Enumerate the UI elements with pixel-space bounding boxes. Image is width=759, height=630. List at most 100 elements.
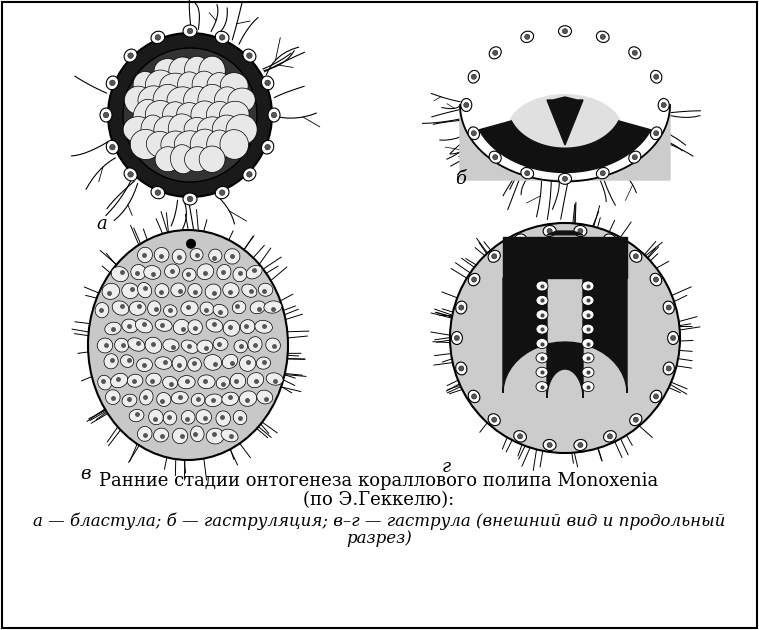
Ellipse shape (182, 268, 196, 281)
Ellipse shape (582, 295, 594, 306)
Ellipse shape (181, 340, 198, 353)
Ellipse shape (148, 301, 161, 316)
Ellipse shape (200, 302, 214, 315)
Ellipse shape (261, 76, 274, 89)
Ellipse shape (154, 59, 181, 83)
Circle shape (471, 130, 477, 136)
Circle shape (492, 417, 497, 422)
Circle shape (265, 80, 270, 86)
Ellipse shape (145, 101, 176, 130)
Circle shape (247, 53, 252, 59)
Circle shape (247, 171, 252, 177)
Ellipse shape (190, 248, 203, 261)
Ellipse shape (137, 427, 152, 441)
Circle shape (666, 305, 671, 310)
Circle shape (666, 366, 671, 371)
Ellipse shape (187, 320, 203, 335)
Circle shape (219, 190, 225, 195)
Ellipse shape (630, 414, 642, 426)
Ellipse shape (582, 382, 594, 392)
Ellipse shape (165, 264, 179, 278)
Circle shape (155, 190, 161, 195)
Circle shape (128, 171, 134, 177)
Ellipse shape (232, 301, 246, 314)
Ellipse shape (213, 115, 241, 144)
Ellipse shape (160, 73, 191, 98)
Polygon shape (547, 97, 583, 145)
Ellipse shape (582, 353, 594, 363)
Ellipse shape (106, 76, 118, 89)
Ellipse shape (155, 319, 172, 331)
Ellipse shape (603, 234, 616, 245)
Ellipse shape (191, 426, 204, 442)
Ellipse shape (171, 283, 185, 297)
Circle shape (471, 277, 477, 282)
Circle shape (265, 144, 270, 150)
Ellipse shape (507, 94, 622, 166)
Circle shape (186, 239, 196, 249)
Ellipse shape (98, 375, 112, 390)
Ellipse shape (217, 265, 231, 280)
Ellipse shape (183, 25, 197, 37)
Circle shape (578, 229, 583, 234)
Ellipse shape (184, 147, 210, 171)
Ellipse shape (140, 389, 153, 405)
Ellipse shape (172, 249, 186, 264)
Ellipse shape (597, 168, 609, 179)
Ellipse shape (468, 273, 480, 286)
Ellipse shape (650, 127, 662, 140)
Circle shape (600, 34, 606, 40)
Ellipse shape (95, 302, 109, 318)
Ellipse shape (111, 374, 128, 387)
Ellipse shape (650, 273, 662, 286)
Circle shape (187, 28, 193, 34)
Ellipse shape (154, 248, 169, 262)
Circle shape (633, 417, 638, 422)
Polygon shape (479, 121, 651, 173)
Ellipse shape (257, 357, 270, 369)
Ellipse shape (175, 131, 206, 158)
Ellipse shape (266, 373, 283, 385)
Text: г: г (442, 458, 451, 476)
Ellipse shape (184, 56, 210, 85)
Ellipse shape (183, 193, 197, 205)
Ellipse shape (536, 367, 548, 377)
Ellipse shape (452, 331, 462, 345)
Circle shape (187, 196, 193, 202)
Ellipse shape (168, 114, 197, 146)
Ellipse shape (199, 146, 225, 173)
Ellipse shape (161, 131, 190, 158)
Ellipse shape (153, 84, 183, 116)
Ellipse shape (156, 392, 171, 406)
Ellipse shape (106, 140, 118, 154)
Circle shape (607, 237, 613, 243)
Ellipse shape (121, 283, 139, 299)
Ellipse shape (155, 284, 169, 298)
Ellipse shape (663, 301, 674, 314)
Ellipse shape (220, 72, 248, 98)
Ellipse shape (178, 72, 203, 99)
Circle shape (661, 103, 666, 108)
Ellipse shape (663, 362, 674, 375)
Ellipse shape (207, 72, 232, 98)
Ellipse shape (219, 101, 249, 129)
Ellipse shape (204, 355, 222, 370)
Ellipse shape (488, 250, 500, 262)
Circle shape (524, 171, 530, 176)
Ellipse shape (138, 86, 168, 115)
Circle shape (632, 154, 638, 160)
Circle shape (633, 254, 638, 259)
Ellipse shape (124, 86, 153, 115)
Ellipse shape (100, 108, 112, 122)
Circle shape (547, 442, 553, 447)
Circle shape (493, 50, 498, 55)
Ellipse shape (536, 353, 548, 363)
Ellipse shape (172, 428, 187, 444)
Ellipse shape (155, 357, 172, 369)
Ellipse shape (151, 186, 165, 198)
Ellipse shape (246, 265, 262, 279)
Ellipse shape (222, 392, 238, 406)
Ellipse shape (196, 410, 212, 424)
Ellipse shape (268, 108, 280, 122)
Ellipse shape (163, 339, 179, 352)
